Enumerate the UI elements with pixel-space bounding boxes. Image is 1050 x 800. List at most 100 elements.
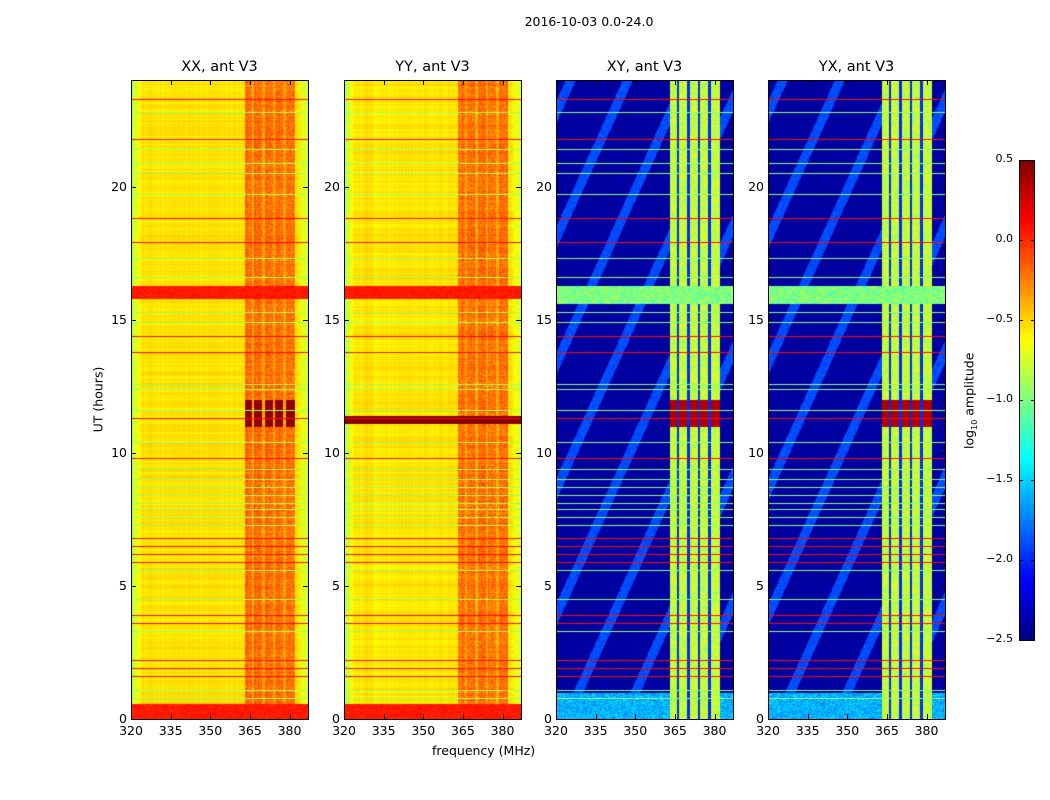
x-tick-mark — [502, 80, 504, 85]
y-tick-mark — [768, 452, 773, 454]
x-tick-label: 365 — [237, 723, 262, 738]
y-tick-label: 0 — [756, 711, 764, 726]
x-tick-mark — [714, 80, 716, 85]
colorbar-tick-label: −2.5 — [986, 632, 1013, 645]
y-tick-mark — [556, 585, 561, 587]
x-tick-label: 380 — [914, 723, 939, 738]
y-tick-label: 5 — [756, 577, 764, 593]
x-tick-mark — [886, 714, 888, 719]
x-tick-mark — [423, 80, 425, 85]
x-tick-mark — [170, 80, 172, 85]
heatmap-yx — [768, 80, 945, 719]
y-tick-mark — [131, 186, 136, 188]
y-tick-mark — [516, 319, 521, 321]
x-tick-label: 380 — [490, 723, 515, 738]
panel-title: YX, ant V3 — [818, 59, 895, 75]
x-tick-mark — [210, 80, 212, 85]
colorbar-tick-label: −0.5 — [986, 312, 1013, 325]
colorbar-tick-mark — [1031, 400, 1035, 401]
colorbar-tick-mark — [1019, 400, 1023, 401]
x-tick-mark — [926, 80, 928, 85]
x-tick-label: 350 — [623, 723, 648, 738]
colorbar-tick-mark — [1031, 240, 1035, 241]
x-tick-mark — [383, 80, 385, 85]
y-tick-mark — [556, 319, 561, 321]
y-tick-label: 10 — [748, 444, 764, 460]
x-tick-mark — [249, 714, 251, 719]
heatmap-xy — [556, 80, 733, 719]
colorbar-label: log10 amplitude — [961, 352, 979, 449]
colorbar-tick-mark — [1031, 640, 1035, 641]
x-tick-mark — [462, 80, 464, 85]
x-tick-label: 350 — [411, 723, 436, 738]
y-tick-mark — [940, 452, 945, 454]
x-tick-label: 335 — [583, 723, 608, 738]
colorbar-tick-mark — [1019, 320, 1023, 321]
y-tick-mark — [768, 719, 773, 720]
y-tick-mark — [940, 585, 945, 587]
y-tick-mark — [303, 186, 308, 188]
colorbar-tick-label: −2.0 — [986, 552, 1013, 565]
y-tick-mark — [940, 186, 945, 188]
x-tick-mark — [635, 80, 637, 85]
y-tick-mark — [303, 319, 308, 321]
y-tick-mark — [556, 452, 561, 454]
panel-title: YY, ant V3 — [395, 59, 470, 75]
y-tick-label: 20 — [111, 178, 127, 194]
x-tick-label: 320 — [756, 723, 780, 738]
heatmap-yy — [344, 80, 521, 719]
colorbar-tick-label: 0.0 — [995, 232, 1014, 245]
x-tick-mark — [462, 714, 464, 719]
colorbar-tick-label: 0.5 — [995, 152, 1014, 165]
heatmap-xx — [131, 80, 308, 719]
y-tick-mark — [131, 719, 136, 720]
colorbar-tick-label: −1.5 — [986, 472, 1013, 485]
x-tick-label: 320 — [544, 723, 568, 738]
x-tick-mark — [556, 714, 557, 719]
colorbar-tick-mark — [1019, 560, 1023, 561]
y-tick-mark — [303, 719, 308, 720]
y-tick-mark — [556, 719, 561, 720]
x-tick-label: 335 — [158, 723, 183, 738]
x-tick-mark — [131, 80, 132, 85]
x-tick-label: 380 — [277, 723, 302, 738]
colorbar-tick-mark — [1031, 160, 1035, 161]
x-tick-mark — [289, 714, 291, 719]
x-tick-mark — [714, 714, 716, 719]
y-tick-label: 10 — [324, 444, 340, 460]
panel-title: XX, ant V3 — [181, 59, 258, 75]
y-tick-mark — [728, 719, 733, 720]
y-tick-mark — [516, 186, 521, 188]
x-tick-mark — [502, 714, 504, 719]
x-tick-label: 350 — [835, 723, 860, 738]
y-tick-label: 0 — [332, 711, 340, 726]
colorbar — [1019, 160, 1034, 640]
y-tick-mark — [131, 585, 136, 587]
colorbar-tick-label: −1.0 — [986, 392, 1013, 405]
colorbar-tick-mark — [1031, 480, 1035, 481]
y-tick-label: 5 — [119, 577, 127, 593]
x-tick-mark — [807, 714, 809, 719]
x-tick-mark — [847, 80, 849, 85]
y-tick-mark — [303, 452, 308, 454]
figure-title: 2016-10-03 0.0-24.0 — [524, 14, 654, 29]
x-tick-mark — [210, 714, 212, 719]
x-tick-mark — [595, 80, 597, 85]
y-tick-label: 5 — [544, 577, 552, 593]
x-tick-mark — [595, 714, 597, 719]
y-tick-label: 15 — [536, 311, 552, 327]
y-tick-mark — [516, 452, 521, 454]
colorbar-tick-mark — [1019, 640, 1023, 641]
x-tick-mark — [886, 80, 888, 85]
x-tick-mark — [131, 714, 132, 719]
colorbar-tick-mark — [1031, 320, 1035, 321]
x-tick-mark — [674, 80, 676, 85]
y-tick-mark — [344, 452, 349, 454]
x-tick-mark — [635, 714, 637, 719]
y-tick-label: 20 — [324, 178, 340, 194]
x-tick-mark — [423, 714, 425, 719]
y-tick-mark — [131, 452, 136, 454]
y-tick-label: 0 — [119, 711, 127, 726]
colorbar-tick-mark — [1019, 160, 1023, 161]
x-tick-mark — [556, 80, 557, 85]
